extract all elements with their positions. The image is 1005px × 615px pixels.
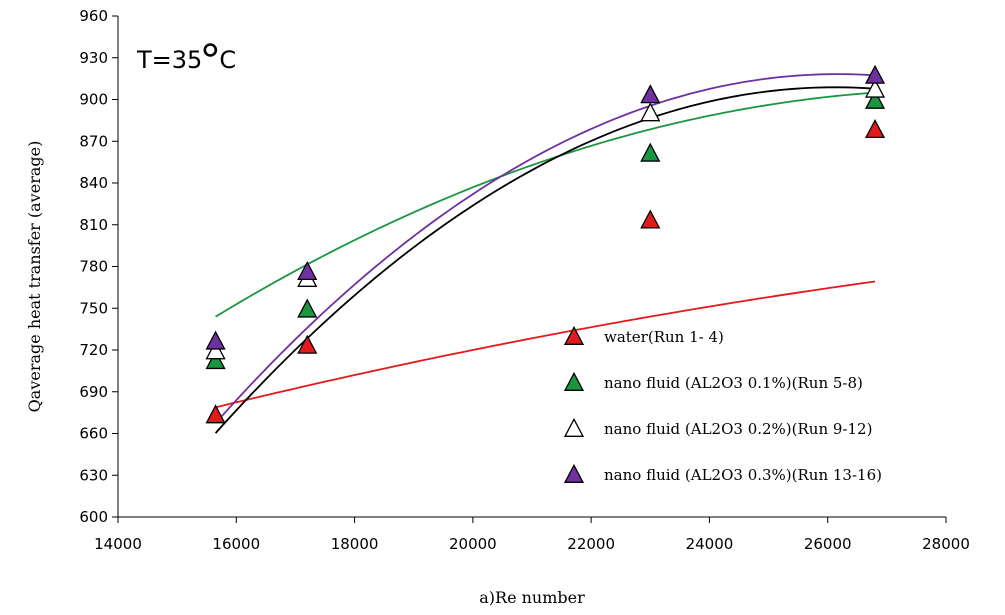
x-tick-label: 18000 <box>331 535 379 553</box>
y-tick-label: 600 <box>79 508 108 526</box>
data-point-series-1 <box>640 209 661 229</box>
legend-label: water(Run 1- 4) <box>604 328 724 346</box>
y-tick-label: 870 <box>79 132 108 150</box>
trendline-series-3 <box>214 86 876 434</box>
data-point-series-3 <box>205 340 226 360</box>
y-tick-label: 930 <box>79 49 108 67</box>
y-tick-label: 900 <box>79 91 108 109</box>
y-tick-label: 780 <box>79 258 108 276</box>
legend-marker <box>563 417 585 437</box>
temperature-annotation: T=35 C <box>136 43 236 74</box>
y-tick-label: 840 <box>79 174 108 192</box>
data-point-series-2 <box>640 142 661 162</box>
legend-marker <box>563 463 585 483</box>
legend: water(Run 1- 4) nano fluid (AL2O3 0.1%)(R… <box>563 325 882 484</box>
legend-label: nano fluid (AL2O3 0.3%)(Run 13-16) <box>604 466 882 484</box>
trendline-series-1 <box>215 280 876 409</box>
legend-marker <box>563 371 585 391</box>
data-point-series-1 <box>205 404 226 424</box>
data-point-series-1 <box>864 119 886 139</box>
data-point-series-2 <box>864 89 886 109</box>
x-tick-label: 28000 <box>922 535 970 553</box>
data-point-series-4 <box>864 64 886 84</box>
legend-label: nano fluid (AL2O3 0.1%)(Run 5-8) <box>604 374 863 392</box>
x-tick-label: 26000 <box>804 535 852 553</box>
data-point-series-3 <box>640 102 661 122</box>
y-ticks: 600 630 660 690 720 750 780 810 840 870 900 930 960 <box>79 7 118 526</box>
y-tick-label: 690 <box>79 383 108 401</box>
y-axis-title: Qaverage heat transfer (average) <box>25 141 44 413</box>
legend-marker <box>563 325 585 345</box>
y-tick-label: 630 <box>79 466 108 484</box>
y-tick-label: 750 <box>79 299 108 317</box>
trendline-series-2 <box>215 91 876 318</box>
trendlines <box>214 73 876 434</box>
markers <box>205 64 886 424</box>
legend-item: nano fluid (AL2O3 0.3%)(Run 13-16) <box>563 463 882 484</box>
x-tick-label: 20000 <box>449 535 497 553</box>
x-tick-label: 16000 <box>212 535 260 553</box>
x-tick-label: 24000 <box>686 535 734 553</box>
legend-item: water(Run 1- 4) <box>563 325 724 346</box>
x-ticks: 14000 16000 18000 20000 22000 24000 26000 28000 <box>94 517 970 553</box>
temperature-text: T=35 <box>136 46 202 74</box>
data-point-series-4 <box>297 260 318 281</box>
data-point-series-2 <box>205 350 226 370</box>
data-point-series-3 <box>864 78 886 98</box>
degree-symbol <box>203 43 218 57</box>
y-tick-label: 810 <box>79 216 108 234</box>
x-axis-title: a)Re number <box>479 588 585 607</box>
y-tick-label: 660 <box>79 425 108 443</box>
legend-label: nano fluid (AL2O3 0.2%)(Run 9-12) <box>604 420 872 438</box>
axes: 600630660690720750780810840870900930960 … <box>79 7 970 553</box>
x-tick-label: 14000 <box>94 535 142 553</box>
data-point-series-2 <box>297 298 318 318</box>
legend-item: nano fluid (AL2O3 0.1%)(Run 5-8) <box>563 371 863 392</box>
y-tick-label: 960 <box>79 7 108 25</box>
legend-item: nano fluid (AL2O3 0.2%)(Run 9-12) <box>563 417 872 438</box>
data-point-series-1 <box>297 334 318 354</box>
trendline-series-4 <box>214 73 876 424</box>
data-point-series-4 <box>205 330 226 350</box>
data-point-series-4 <box>640 84 661 104</box>
temperature-unit: C <box>219 46 236 74</box>
x-tick-label: 22000 <box>567 535 615 553</box>
y-tick-label: 720 <box>79 341 108 359</box>
